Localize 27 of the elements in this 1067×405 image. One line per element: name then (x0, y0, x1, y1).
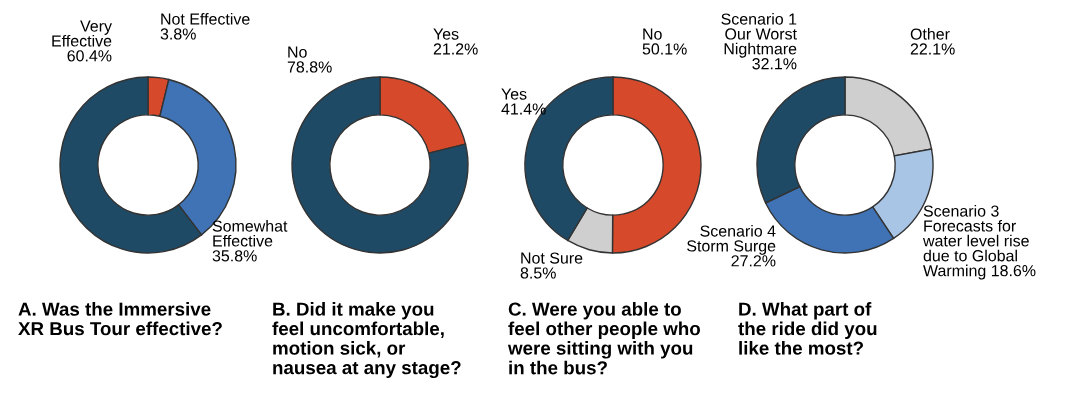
data-label: 3.8% (160, 28, 196, 40)
slice-label: Yes (501, 88, 527, 100)
slice-label: Scenario 3 Forecasts for water level rise due to Global Warming 18.6% (922, 205, 1036, 280)
text: D. What part of the ride did you like the most? (738, 302, 877, 355)
slice-label: Other (910, 28, 950, 40)
data-label: 32.1% (752, 58, 797, 70)
slice-label: Somewhat Effective (212, 220, 288, 247)
text: C. Were you able to feel other people who were sitting with you in the bus? (507, 302, 700, 375)
data-label: 21.2% (433, 43, 478, 55)
slice-label: No (288, 46, 307, 58)
slice-label: Scenario 4 Storm Surge (687, 225, 776, 255)
slice-label: Not Effective (161, 13, 250, 25)
data-label: 27.2% (731, 255, 776, 267)
slice-label: Yes (433, 28, 459, 40)
data-label: 60.4% (67, 50, 112, 62)
text: A. Was the Immersive XR Bus Tour effective? (18, 302, 222, 336)
data-label: 8.5% (520, 267, 556, 279)
data-label: 50.1% (642, 43, 687, 55)
data-label: 35.8% (212, 250, 257, 262)
slice-label: Scenario 1 Our Worst Nightmare (721, 13, 797, 58)
data-label: 78.8% (287, 61, 332, 73)
slice-label: Very Effective (52, 20, 112, 47)
data-label: 22.1% (910, 43, 955, 55)
data-label: 41.4% (501, 103, 546, 115)
slice-label: No (643, 28, 662, 40)
slice-label: Not Sure (521, 252, 583, 264)
text: B. Did it make you feel uncomfortable, motion sick, or nausea at any stage? (272, 302, 461, 379)
